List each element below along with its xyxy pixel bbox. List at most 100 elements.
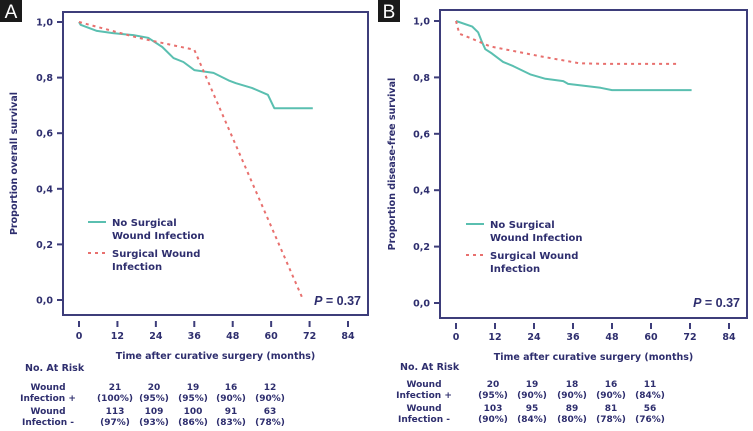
at-risk-row-label: Infection + — [396, 391, 452, 401]
x-tick-label: 60 — [644, 332, 658, 343]
legend-label: Infection — [112, 262, 162, 273]
y-tick-label: 0,6 — [413, 129, 430, 140]
x-axis-title: Time after curative surgery (months) — [494, 352, 694, 363]
panel-tag — [378, 0, 400, 22]
at-risk-percent: (76%) — [635, 415, 665, 425]
at-risk-count: 16 — [605, 380, 618, 390]
at-risk-row-label: Infection - — [22, 418, 74, 428]
at-risk-row-label: Wound — [406, 404, 441, 414]
x-tick-label: 60 — [265, 331, 279, 342]
y-tick-label: 0,2 — [413, 242, 430, 253]
at-risk-title: No. At Risk — [25, 363, 85, 374]
x-axis-title: Time after curative surgery (months) — [116, 351, 316, 362]
at-risk-count: 19 — [187, 383, 200, 393]
at-risk-count: 16 — [225, 383, 238, 393]
p-value-annotation: P = 0.37 — [314, 294, 361, 308]
p-symbol: P — [693, 296, 702, 310]
at-risk-percent: (95%) — [478, 391, 508, 401]
at-risk-percent: (78%) — [255, 418, 285, 428]
y-axis-title: Proportion disease-free survival — [387, 78, 398, 251]
at-risk-row-label: Wound — [30, 407, 65, 417]
legend-label: No Surgical — [490, 220, 555, 231]
x-tick-label: 12 — [488, 332, 501, 343]
at-risk-count: 12 — [264, 383, 277, 393]
at-risk-count: 91 — [225, 407, 238, 417]
x-tick-label: 12 — [111, 331, 124, 342]
y-tick-label: 0,0 — [413, 299, 430, 310]
at-risk-percent: (90%) — [517, 391, 547, 401]
at-risk-count: 81 — [605, 404, 618, 414]
legend-label: Wound Infection — [112, 231, 205, 242]
at-risk-count: 56 — [644, 404, 657, 414]
x-tick-label: 0 — [453, 332, 460, 343]
y-tick-label: 0,2 — [36, 240, 53, 251]
panel-a: A 0,0 0,2 0,4 0,6 0,8 1,0 0 12 24 36 48 60 72 84 Time a… — [0, 0, 369, 428]
p-value: = 0.37 — [701, 296, 740, 310]
at-risk-count: 89 — [566, 404, 579, 414]
at-risk-percent: (100%) — [97, 394, 133, 404]
y-tick-label: 0,0 — [36, 296, 53, 307]
panel-b: B 0,0 0,2 0,4 0,6 0,8 1,0 0 12 24 36 48 60 72 84 Time a… — [378, 0, 748, 425]
at-risk-percent: (86%) — [178, 418, 208, 428]
x-tick-label: 36 — [566, 332, 580, 343]
panel-tag-label: B — [383, 2, 396, 23]
at-risk-percent: (83%) — [216, 418, 246, 428]
at-risk-count: 20 — [487, 380, 500, 390]
at-risk-count: 21 — [109, 383, 122, 393]
p-symbol: P — [314, 294, 323, 308]
at-risk-percent: (84%) — [635, 391, 665, 401]
at-risk-row-label: Infection + — [20, 394, 76, 404]
at-risk-count: 103 — [484, 404, 503, 414]
x-tick-label: 84 — [341, 331, 355, 342]
at-risk-count: 95 — [526, 404, 539, 414]
x-tick-label: 48 — [226, 331, 240, 342]
at-risk-percent: (90%) — [216, 394, 246, 404]
plot-frame — [62, 11, 369, 316]
series-infection-line — [455, 20, 677, 65]
legend-label: Infection — [490, 264, 540, 275]
series-no-infection-line — [78, 21, 313, 110]
legend-label: Wound Infection — [490, 233, 583, 244]
y-tick-label: 1,0 — [36, 18, 53, 29]
series-infection-line — [78, 21, 305, 301]
panel-tag-label: A — [5, 2, 18, 23]
y-tick-label: 0,8 — [413, 73, 430, 84]
series-no-infection-line — [455, 20, 692, 92]
at-risk-count: 109 — [145, 407, 164, 417]
at-risk-percent: (93%) — [139, 418, 169, 428]
at-risk-percent: (78%) — [596, 415, 626, 425]
x-tick-label: 84 — [722, 332, 736, 343]
at-risk-count: 100 — [184, 407, 203, 417]
panel-tag — [0, 0, 22, 22]
y-tick-label: 0,4 — [413, 186, 430, 197]
at-risk-percent: (84%) — [517, 415, 547, 425]
x-tick-label: 48 — [605, 332, 619, 343]
at-risk-percent: (90%) — [255, 394, 285, 404]
at-risk-percent: (90%) — [478, 415, 508, 425]
at-risk-row-label: Wound — [406, 380, 441, 390]
at-risk-percent: (95%) — [139, 394, 169, 404]
p-value-annotation: P = 0.37 — [693, 296, 740, 310]
at-risk-percent: (90%) — [596, 391, 626, 401]
x-tick-label: 72 — [683, 332, 696, 343]
at-risk-percent: (90%) — [557, 391, 587, 401]
at-risk-percent: (97%) — [100, 418, 130, 428]
at-risk-count: 113 — [106, 407, 125, 417]
at-risk-percent: (80%) — [557, 415, 587, 425]
x-tick-label: 72 — [303, 331, 316, 342]
x-tick-label: 24 — [527, 332, 541, 343]
at-risk-title: No. At Risk — [400, 362, 460, 373]
plot-frame — [439, 9, 748, 319]
at-risk-row-label: Wound — [30, 383, 65, 393]
legend-label: Surgical Wound — [490, 251, 578, 262]
x-tick-label: 24 — [149, 331, 163, 342]
at-risk-count: 20 — [148, 383, 161, 393]
at-risk-count: 19 — [526, 380, 539, 390]
at-risk-count: 63 — [264, 407, 277, 417]
y-axis-title: Proportion overall survival — [9, 92, 20, 235]
p-value: = 0.37 — [322, 294, 361, 308]
legend-label: Surgical Wound — [112, 249, 200, 260]
legend-label: No Surgical — [112, 218, 177, 229]
y-tick-label: 1,0 — [413, 17, 430, 28]
